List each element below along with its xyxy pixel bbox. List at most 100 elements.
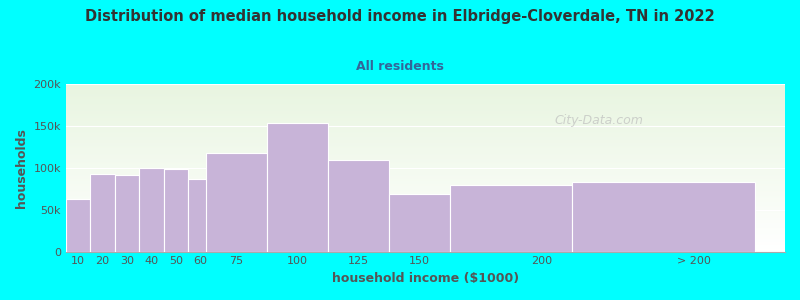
Bar [389,194,450,252]
Bar [66,134,785,135]
Bar [572,182,754,252]
Bar [66,199,90,252]
Bar [66,102,785,103]
Bar [66,151,785,152]
Bar [66,232,785,233]
Bar [66,217,785,218]
Bar [66,133,785,134]
Bar [66,205,785,206]
Bar [66,109,785,110]
Bar [66,166,785,167]
Bar [66,199,785,200]
Bar [66,200,785,201]
Bar [66,158,785,159]
Bar [66,97,785,98]
Bar [66,86,785,87]
Bar [66,219,785,220]
Bar [66,236,785,237]
Text: Distribution of median household income in Elbridge-Cloverdale, TN in 2022: Distribution of median household income … [85,9,715,24]
Bar [66,242,785,243]
Bar [66,174,785,175]
Bar [66,244,785,245]
Bar [66,145,785,146]
Bar [66,132,785,133]
Bar [66,226,785,227]
Bar [66,131,785,132]
Bar [66,185,785,186]
Bar [66,162,785,163]
Text: City-Data.com: City-Data.com [555,114,644,128]
Bar [139,168,163,252]
Bar [66,121,785,122]
Bar [66,203,785,204]
Bar [66,224,785,225]
Bar [66,191,785,192]
Bar [66,137,785,138]
Bar [66,142,785,143]
Bar [66,149,785,150]
Bar [66,101,785,102]
Bar [66,118,785,119]
Bar [188,179,212,252]
Bar [66,239,785,240]
Bar [66,126,785,127]
Bar [66,198,785,199]
Bar [66,115,785,116]
Bar [90,175,114,252]
Bar [66,213,785,214]
Bar [66,128,785,129]
Bar [66,182,785,183]
Bar [66,89,785,90]
Bar [66,248,785,249]
Bar [66,190,785,191]
Bar [66,192,785,193]
Bar [66,221,785,222]
Bar [66,136,785,137]
Bar [66,156,785,157]
Bar [66,120,785,121]
Bar [450,185,572,252]
Bar [66,127,785,128]
Bar [66,153,785,154]
Bar [66,98,785,99]
Bar [66,175,785,176]
Bar [66,94,785,95]
Bar [66,160,785,161]
Bar [66,184,785,185]
Bar [66,241,785,242]
Bar [66,231,785,232]
Bar [66,96,785,97]
Bar [66,138,785,139]
Bar [66,91,785,92]
Bar [66,154,785,155]
Bar [66,152,785,153]
Bar [66,141,785,142]
Bar [66,204,785,205]
Bar [66,135,785,136]
Bar [66,169,785,170]
Bar [66,99,785,100]
Bar [66,168,785,169]
Bar [328,160,389,252]
Bar [66,171,785,172]
Bar [66,163,785,164]
Bar [66,125,785,126]
Bar [114,175,139,252]
Bar [66,164,785,165]
Bar [66,237,785,238]
Bar [66,227,785,228]
Bar [66,119,785,120]
Bar [66,186,785,187]
Bar [66,106,785,107]
Bar [66,155,785,156]
Text: All residents: All residents [356,60,444,73]
Bar [66,170,785,171]
Bar [66,243,785,244]
Bar [66,228,785,229]
Bar [66,240,785,241]
Bar [66,100,785,101]
Bar [66,118,785,119]
Bar [66,222,785,223]
X-axis label: household income ($1000): household income ($1000) [332,272,519,285]
Bar [66,108,785,109]
